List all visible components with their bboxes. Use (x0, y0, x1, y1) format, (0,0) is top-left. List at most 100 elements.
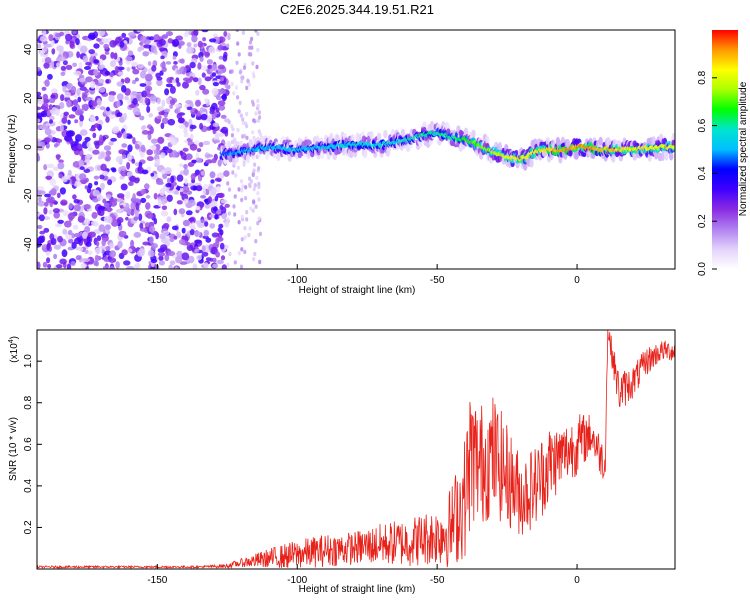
noise-cell (67, 229, 73, 236)
noise-cell (127, 153, 132, 161)
noise-cell (77, 96, 82, 103)
noise-cell (256, 191, 260, 196)
noise-cell (57, 138, 63, 143)
noise-cell (106, 206, 112, 213)
noise-cell (139, 222, 144, 229)
noise-cell (127, 248, 133, 253)
noise-cell (176, 250, 183, 257)
noise-cell (189, 76, 194, 81)
noise-cell (85, 61, 92, 66)
noise-cell (118, 230, 127, 238)
noise-cell (219, 76, 225, 82)
noise-cell (247, 82, 251, 88)
noise-cell (197, 77, 202, 86)
noise-cell (111, 111, 116, 115)
noise-cell (105, 246, 111, 251)
noise-cell (146, 156, 154, 162)
noise-cell (251, 102, 255, 107)
noise-cell (56, 62, 61, 68)
noise-cell (201, 245, 206, 253)
noise-cell (189, 61, 196, 69)
noise-cell (217, 89, 226, 95)
noise-cell (160, 244, 168, 251)
noise-cell (101, 239, 106, 246)
noise-cell (50, 188, 57, 196)
noise-cell (121, 32, 127, 38)
noise-cell (67, 212, 76, 220)
noise-cell (253, 119, 257, 124)
noise-cell (156, 106, 164, 112)
noise-cell (241, 184, 245, 189)
noise-cell (226, 217, 230, 222)
noise-cell (257, 216, 261, 221)
noise-cell (244, 196, 248, 201)
noise-cell (162, 230, 170, 236)
noise-cell (47, 264, 52, 269)
noise-cell (82, 55, 89, 63)
noise-cell (153, 192, 158, 200)
noise-cell (133, 231, 142, 238)
noise-cell (256, 98, 260, 104)
noise-cell (119, 41, 125, 48)
noise-cell (146, 81, 152, 86)
noise-cell (212, 263, 219, 269)
noise-cell (156, 76, 163, 81)
noise-cell (50, 39, 55, 47)
noise-cell (202, 187, 206, 196)
noise-cell (206, 59, 213, 65)
noise-cell (38, 196, 42, 203)
noise-cell (166, 77, 173, 84)
noise-cell (251, 61, 255, 66)
noise-cell (87, 147, 94, 152)
noise-cell (74, 237, 82, 245)
noise-cell (98, 224, 106, 232)
noise-cell (173, 61, 178, 65)
noise-cell (143, 39, 152, 44)
noise-cell (217, 44, 224, 51)
noise-cell (110, 137, 117, 142)
noise-cell (84, 96, 93, 101)
noise-cell (71, 233, 75, 239)
noise-cell (157, 136, 165, 144)
noise-cell (219, 242, 225, 250)
noise-cell (90, 81, 96, 89)
noise-cell (107, 216, 113, 224)
snr-scale-close: ) (9, 336, 20, 339)
noise-cell (75, 255, 82, 261)
noise-cell (259, 132, 263, 137)
noise-cell (94, 247, 103, 254)
noise-cell (84, 66, 91, 70)
noise-cell (217, 159, 222, 167)
noise-cell (254, 204, 258, 209)
noise-cell (230, 133, 234, 138)
y-tick-label: 0.4 (23, 478, 34, 492)
noise-cell (78, 159, 84, 166)
noise-cell (235, 30, 239, 33)
noise-cell (121, 143, 128, 148)
noise-cell (75, 38, 80, 46)
noise-cell (105, 150, 112, 156)
noise-cell (157, 252, 166, 257)
noise-cell (89, 56, 94, 65)
noise-cell (162, 222, 170, 229)
noise-cell (249, 206, 253, 211)
noise-cell (240, 75, 244, 80)
noise-cell (161, 205, 168, 211)
noise-cell (132, 137, 136, 145)
noise-cell (208, 46, 216, 54)
noise-cell (119, 204, 124, 209)
noise-cell (110, 51, 115, 59)
noise-cell (161, 200, 166, 205)
noise-cell (123, 112, 127, 121)
noise-cell (167, 118, 176, 126)
noise-cell (78, 61, 83, 70)
noise-cell (204, 98, 209, 103)
noise-cell (157, 199, 162, 207)
noise-cell (172, 55, 177, 60)
y-tick-label: 0.6 (23, 437, 34, 451)
noise-cell (71, 106, 78, 112)
noise-cell (56, 264, 63, 269)
ridge-cell (350, 134, 355, 143)
noise-cell (106, 194, 112, 199)
noise-cell (252, 199, 256, 204)
